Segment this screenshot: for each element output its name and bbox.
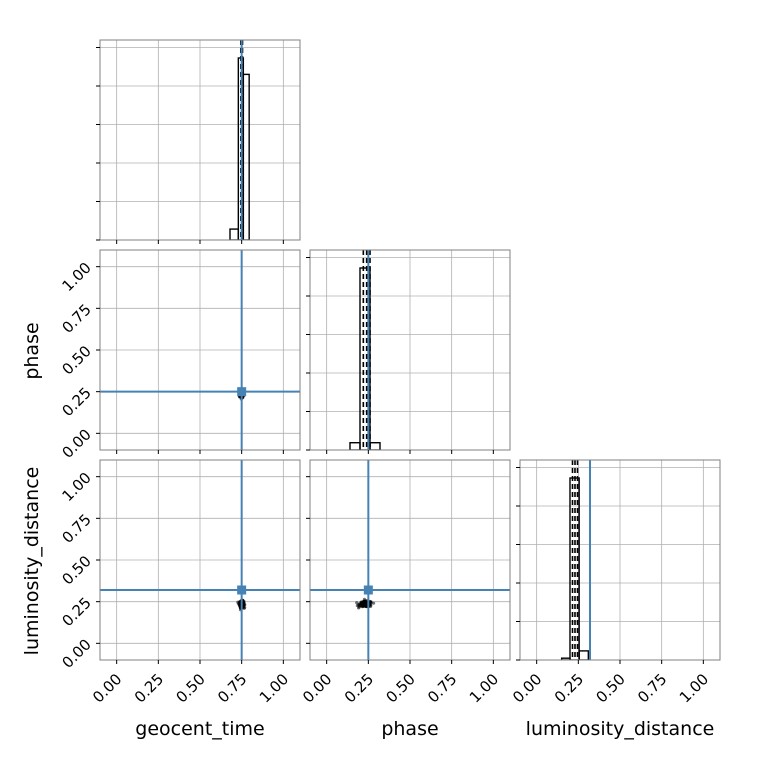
plot-area [229, 40, 250, 240]
y-tick-label: 0.25 [58, 594, 94, 630]
y-tick-label: 0.50 [58, 552, 94, 588]
x-tick-label: 1.00 [256, 670, 292, 706]
x-tick-label: 0.75 [424, 670, 460, 706]
panel-geocent-time-geocent-time [96, 39, 301, 244]
panel-luminosity-distance-geocent-time: 0.00 0.25 0.50 0.75 1.000.000.250.500.751.00 [58, 459, 301, 706]
x-tick-label: 1.00 [466, 670, 502, 706]
truth-marker [363, 585, 373, 595]
x-tick-label: 0.25 [341, 670, 377, 706]
histogram-bin [578, 650, 590, 660]
density-core [360, 601, 372, 607]
x-tick-label: 0.75 [214, 670, 250, 706]
x-tick-label: 1.00 [676, 670, 712, 706]
x-tick-label: 0.50 [592, 670, 628, 706]
panel-luminosity-distance-phase: 0.00 0.25 0.50 0.75 1.00 [299, 459, 511, 706]
x-tick-label: 0.25 [131, 670, 167, 706]
x-tick-label: 0.00 [299, 670, 335, 706]
plot-area [100, 250, 300, 450]
panel-phase-phase [306, 249, 511, 454]
x-tick-label: 0.75 [634, 670, 670, 706]
sample-point [355, 601, 359, 605]
sample-point [371, 601, 376, 605]
histogram-bin [369, 442, 381, 450]
x-tick-label: 0.00 [509, 670, 545, 706]
y-tick-label: 0.00 [58, 635, 94, 671]
x-tick-label: 0.50 [382, 670, 418, 706]
histogram-bin [349, 442, 361, 450]
ylabel-luminosity-distance: luminosity_distance [21, 467, 43, 656]
plot-area [100, 460, 300, 660]
y-tick-label: 1.00 [58, 469, 94, 505]
xlabel-geocent-time: geocent_time [135, 718, 264, 740]
x-tick-label: 0.50 [172, 670, 208, 706]
panel-phase-geocent-time: 0.00 0.25 0.50 0.75 1.00 [58, 249, 301, 462]
xlabel-luminosity-distance: luminosity_distance [526, 718, 715, 740]
truth-marker [237, 585, 247, 595]
x-tick-label: 0.25 [551, 670, 587, 706]
panels: 0.000.250.500.751.000.00 0.25 0.50 0.75 1.00… [58, 39, 721, 706]
plot-area [310, 460, 510, 660]
y-tick-label: 0.50 [58, 342, 94, 378]
plot-area [349, 250, 381, 450]
truth-marker [237, 387, 247, 397]
ylabel-phase: phase [21, 322, 43, 379]
histogram-bin [242, 73, 250, 240]
sample-point [356, 606, 361, 610]
y-tick-label: 0.00 [58, 425, 94, 461]
x-tick-label: 0.00 [89, 670, 125, 706]
y-tick-label: 0.75 [58, 300, 94, 336]
y-tick-label: 1.00 [58, 259, 94, 295]
xlabel-phase: phase [381, 718, 438, 740]
plot-area [560, 460, 591, 660]
y-tick-label: 0.25 [58, 384, 94, 420]
panel-luminosity-distance-luminosity-distance: 0.00 0.25 0.50 0.75 1.00 [509, 459, 721, 706]
y-tick-label: 0.75 [58, 510, 94, 546]
sample-point [242, 606, 246, 610]
histogram-bin [229, 228, 240, 240]
